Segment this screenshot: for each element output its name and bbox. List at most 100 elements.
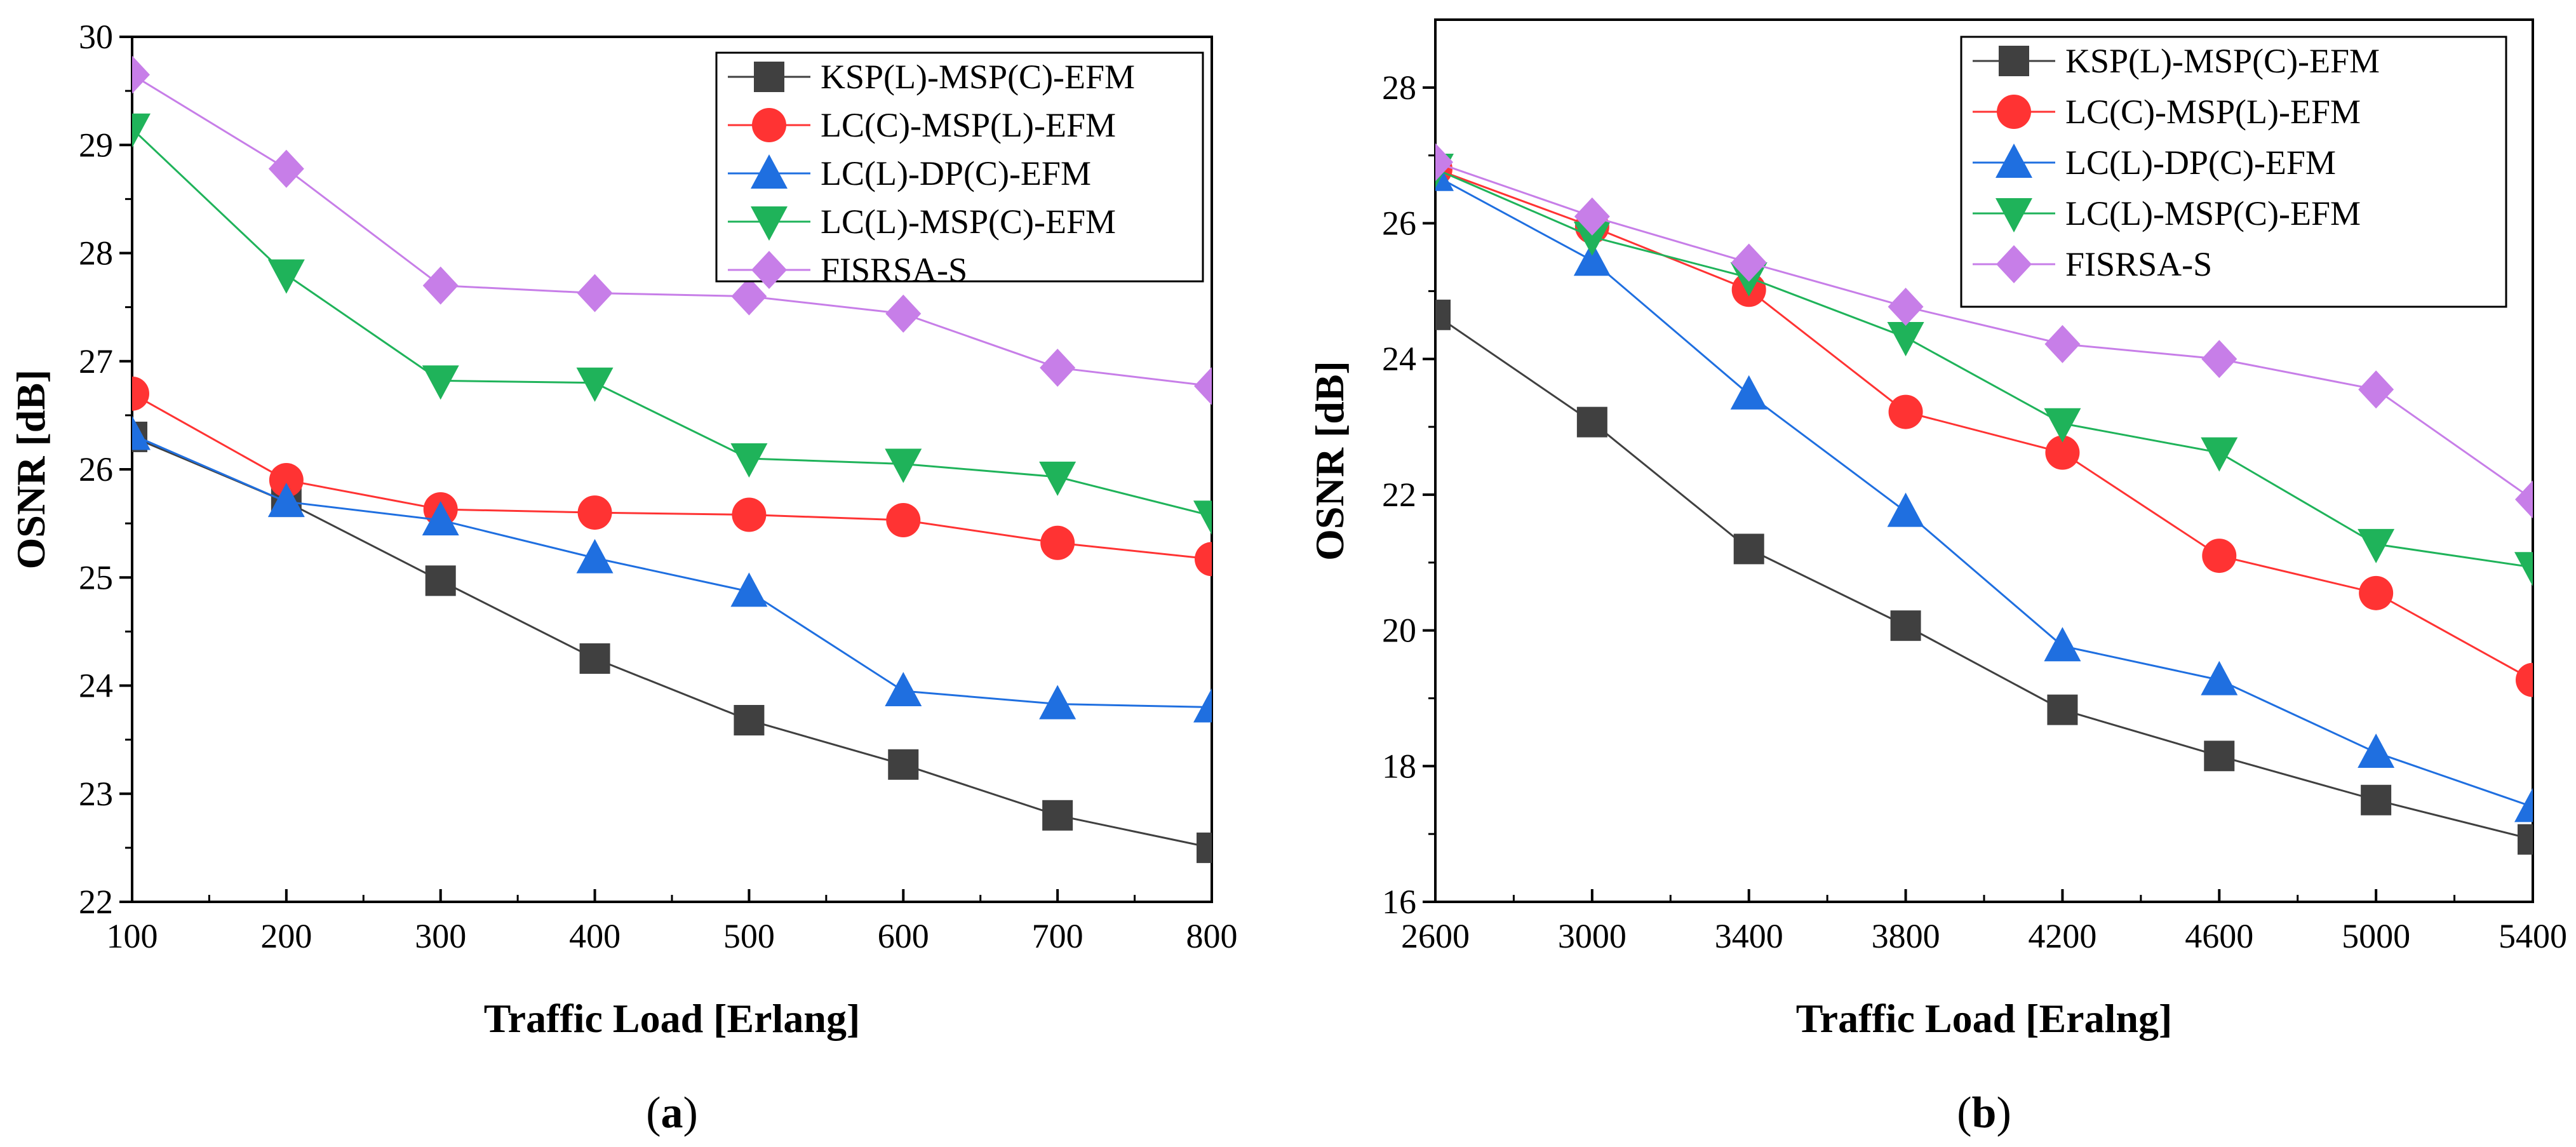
legend-item: LC(L)-DP(C)-EFM [1973, 144, 2336, 182]
legend-label: KSP(L)-MSP(C)-EFM [2065, 42, 2380, 80]
legend-item: KSP(L)-MSP(C)-EFM [728, 58, 1135, 96]
series-line [132, 434, 1212, 709]
data-point [2044, 408, 2081, 443]
data-point [1890, 610, 1921, 641]
series-3 [132, 113, 1212, 535]
x-axis-title: Traffic Load [Erlang] [484, 996, 861, 1041]
data-point [132, 376, 149, 411]
legend: KSP(L)-MSP(C)-EFM LC(C)-MSP(L)-EFM LC(L)-D… [715, 51, 1204, 289]
data-point [269, 463, 304, 498]
series-line [132, 392, 1212, 560]
data-point [2514, 552, 2533, 587]
data-point [267, 259, 305, 294]
data-point [2204, 741, 2235, 772]
x-tick-label: 300 [415, 917, 466, 955]
data-point [1435, 143, 1453, 182]
legend-item: LC(L)-MSP(C)-EFM [1973, 194, 2361, 232]
data-point [886, 503, 921, 538]
data-point [1039, 461, 1077, 496]
series-line [1435, 314, 2533, 841]
data-point [1042, 800, 1073, 831]
data-point [422, 365, 459, 400]
x-tick-label: 800 [1186, 917, 1238, 955]
data-point [1040, 348, 1076, 387]
legend-item: KSP(L)-MSP(C)-EFM [1973, 42, 2380, 80]
series-line [1435, 175, 2533, 808]
x-tick-label: 200 [260, 917, 312, 955]
data-point [2361, 784, 2392, 815]
data-point [2358, 528, 2395, 563]
data-point [1887, 322, 1924, 357]
data-point [1730, 375, 1768, 410]
data-point [576, 539, 614, 574]
panel-letter: b [1972, 1089, 1997, 1137]
data-point [1731, 243, 1767, 282]
data-point [1193, 500, 1212, 535]
y-tick-label: 18 [1382, 747, 1416, 785]
legend-label: FISRSA-S [2065, 245, 2212, 283]
legend-label: LC(C)-MSP(L)-EFM [2065, 93, 2361, 131]
legend-label: FISRSA-S [821, 251, 967, 289]
data-point [2514, 788, 2533, 822]
data-point [2044, 325, 2081, 363]
y-tick-label: 24 [1382, 340, 1416, 378]
y-tick-label: 28 [79, 234, 113, 272]
data-point [1435, 299, 1451, 330]
y-tick-label: 26 [1382, 205, 1416, 243]
x-axis-title: Traffic Load [Eralng] [1796, 996, 2173, 1041]
series-line [132, 436, 1212, 849]
y-tick-label: 16 [1382, 883, 1416, 921]
series-line [132, 74, 1212, 387]
data-point [1574, 197, 1610, 236]
data-point [1195, 542, 1212, 577]
data-point [1888, 394, 1923, 429]
data-point [577, 495, 612, 530]
legend-marker [1999, 46, 2029, 76]
x-tick-label: 4600 [2185, 917, 2253, 955]
chart-panel-a: 100 200 300 400 500 600 700 800 22 23 24 25 26 27 28 29… [8, 18, 1238, 1137]
x-tick-label: 2600 [1401, 917, 1470, 955]
series-line [1435, 161, 2533, 500]
x-tick-label: 3400 [1715, 917, 1783, 955]
legend-label: LC(L)-DP(C)-EFM [821, 154, 1091, 192]
y-tick-label: 22 [1382, 476, 1416, 514]
data-point [2516, 662, 2533, 697]
y-tick-label: 30 [79, 18, 113, 56]
data-point [577, 274, 613, 312]
legend-label: LC(L)-DP(C)-EFM [2065, 144, 2336, 182]
x-tick-label: 100 [107, 917, 158, 955]
data-point [2202, 539, 2237, 574]
data-point [132, 415, 151, 450]
x-tick-label: 500 [723, 917, 775, 955]
data-point [730, 572, 768, 607]
y-tick-label: 24 [79, 667, 113, 705]
data-point [1040, 525, 1075, 560]
data-point [132, 55, 150, 94]
y-axis-title: OSNR [dB] [8, 370, 53, 570]
legend-marker [751, 154, 788, 189]
series-line [1435, 168, 2533, 568]
data-point [2045, 435, 2080, 470]
legend-label: KSP(L)-MSP(C)-EFM [821, 58, 1135, 96]
x-tick-label: 600 [878, 917, 929, 955]
data-point [268, 149, 304, 188]
data-point [1733, 533, 1764, 565]
data-point [1039, 685, 1077, 720]
y-tick-label: 29 [79, 126, 113, 164]
legend-item: LC(C)-MSP(L)-EFM [1973, 93, 2361, 131]
legend-item: FISRSA-S [728, 251, 967, 289]
legend-marker [751, 206, 788, 241]
y-tick-label: 28 [1382, 69, 1416, 107]
data-point [885, 294, 922, 333]
data-point [2044, 627, 2081, 662]
series-line [132, 128, 1212, 517]
legend: KSP(L)-MSP(C)-EFM LC(C)-MSP(L)-EFM LC(L)-D… [1960, 36, 2507, 308]
x-tick-label: 4200 [2028, 917, 2096, 955]
data-point [1573, 241, 1611, 276]
legend-marker [1997, 95, 2031, 129]
chart-panel-b: 2600 3000 3400 3800 4200 4600 5000 5400 16 18 20 22… [1307, 18, 2567, 1137]
data-point [2515, 480, 2533, 519]
data-point [422, 501, 459, 536]
